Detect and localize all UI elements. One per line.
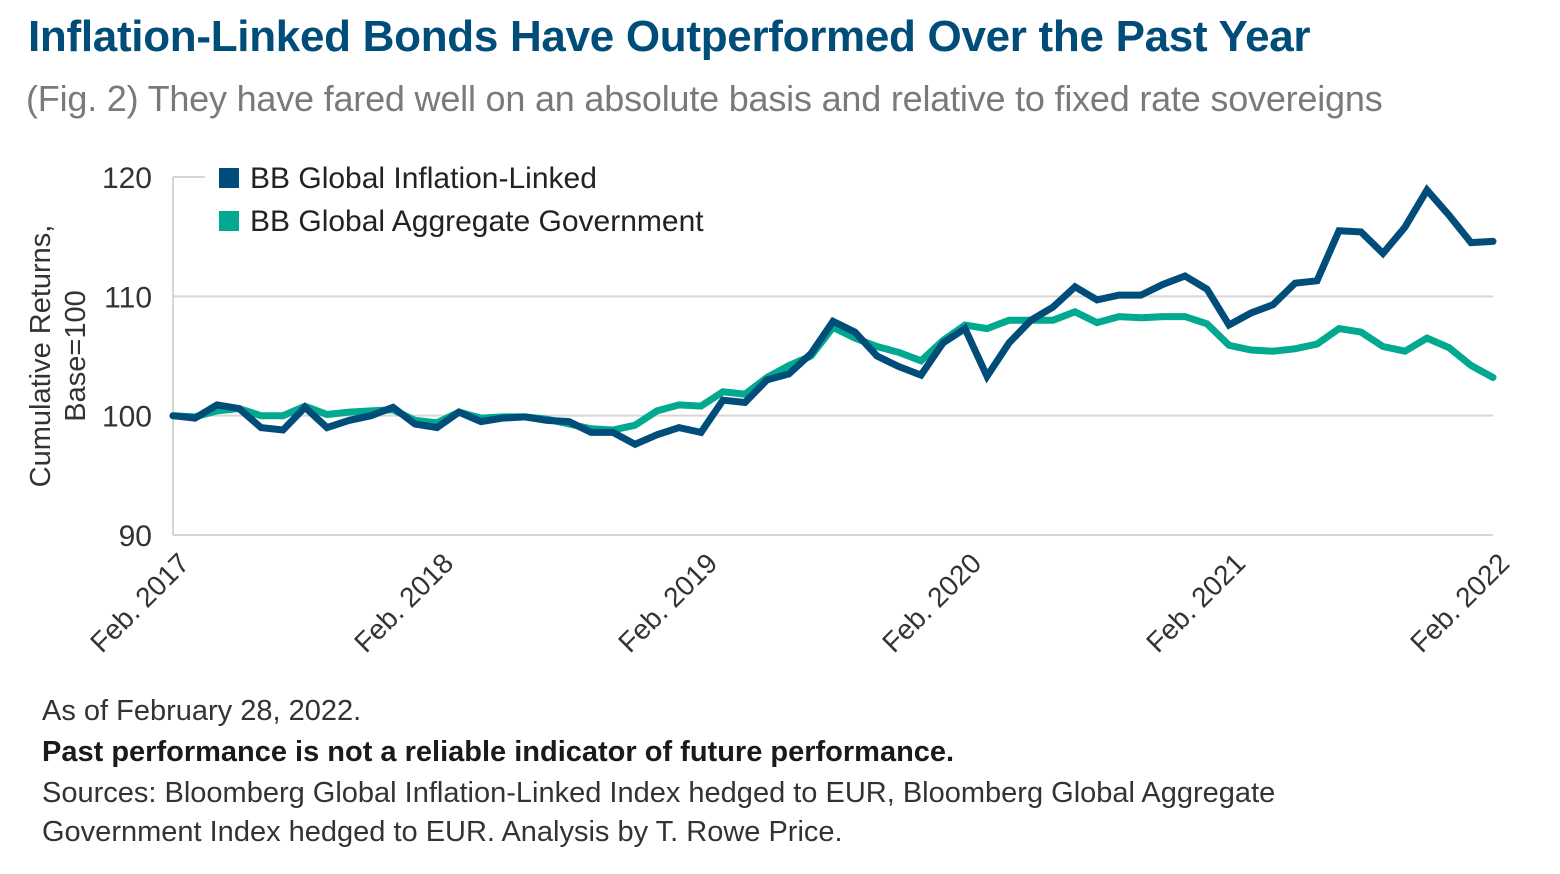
series-lines [169,184,1497,449]
gridlines [173,176,1493,417]
y-tick-label: 100 [102,401,152,434]
x-tick-label: Feb. 2018 [348,547,459,658]
x-tick-label: Feb. 2017 [84,547,195,658]
as-of-date: As of February 28, 2022. [42,695,362,727]
performance-disclaimer: Past performance is not a reliable indic… [42,736,955,768]
legend-swatch-aggregate-government [219,211,239,231]
chart-title: Inflation-Linked Bonds Have Outperformed… [28,12,1311,61]
y-tick-labels: 90 100 110 120 [102,162,152,553]
legend: BB Global Inflation-Linked BB Global Agg… [219,162,704,238]
y-axis-label-line2: Base=100 [60,290,92,421]
legend-label-inflation-linked: BB Global Inflation-Linked [250,162,597,195]
x-tick-label: Feb. 2022 [1404,547,1515,658]
x-tick-label: Feb. 2021 [1140,547,1251,658]
series-line-inflation-linked [169,184,1497,449]
axes [172,177,1493,536]
y-axis-label: Cumulative Returns, Base=100 [25,225,92,488]
chart-subtitle: (Fig. 2) They have fared well on an abso… [26,78,1383,119]
x-tick-labels: Feb. 2017 Feb. 2018 Feb. 2019 Feb. 2020 Feb.… [84,547,1515,658]
y-axis-label-line1: Cumulative Returns, [25,225,57,488]
y-tick-label: 90 [119,520,152,553]
x-tick-label: Feb. 2020 [876,547,987,658]
sources-note-line1: Sources: Bloomberg Global Inflation-Link… [42,777,1276,809]
x-tick-label: Feb. 2019 [612,547,723,658]
y-tick-label: 110 [104,281,152,314]
y-tick-label: 120 [102,162,152,195]
legend-label-aggregate-government: BB Global Aggregate Government [250,205,704,238]
sources-note-line2: Government Index hedged to EUR. Analysis… [42,816,843,848]
legend-swatch-inflation-linked [219,168,239,188]
